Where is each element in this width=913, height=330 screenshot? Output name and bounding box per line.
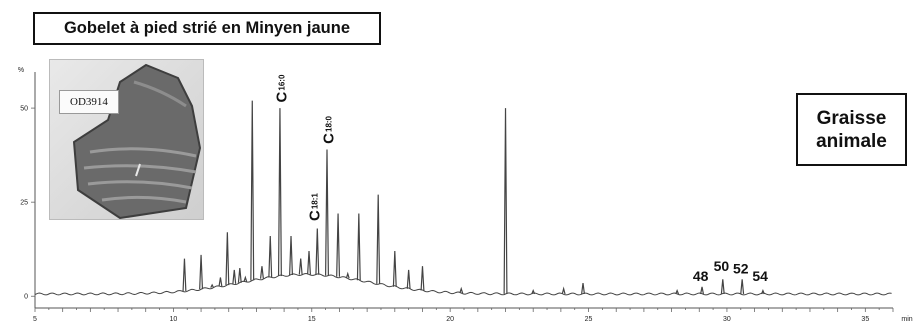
peak [325,149,329,276]
peak [315,228,320,275]
chromatogram-baseline [34,272,892,296]
y-tick-label: 0 [24,294,28,301]
y-unit-label: % [18,67,24,74]
sherd-photo: OD3914 [49,59,204,220]
x-tick-label: 15 [308,316,316,323]
peak [345,271,350,279]
peak [336,213,341,277]
peak [531,289,536,295]
peak [392,251,397,287]
peak-number-label: 54 [752,268,768,284]
lipid-label: C18:0 [320,115,337,143]
peak [218,277,223,287]
lipid-label-text: C18:0 [320,115,337,143]
lipid-label-text: C16:0 [273,74,290,102]
peak [561,286,566,295]
x-unit-label: min [901,316,912,323]
peak [700,286,704,295]
sherd-shape [72,63,202,219]
x-tick-label: 20 [446,316,454,323]
x-tick-label: 10 [169,316,177,323]
sample-id-label: OD3914 [59,90,119,114]
peak [503,108,508,294]
peak [225,232,230,286]
peak [277,108,282,277]
peak-number-label: 52 [733,261,749,277]
peak-layer [182,100,765,295]
peak [581,282,585,295]
label-layer: C16:0 C18:0 C18:1 48 50 52 54 [273,74,768,284]
y-tick-label: 50 [20,106,28,113]
peak [182,258,187,292]
peak [420,266,425,291]
lipid-label: C16:0 [273,74,290,102]
x-tick-label: 25 [585,316,593,323]
sample-title: Gobelet à pied strié en Minyen jaune [63,19,351,37]
residue-note-box: Graisse animale [796,93,907,166]
residue-note: Graisse animale [816,107,887,152]
peak-number-label: 48 [693,268,709,284]
peak [459,286,464,294]
trace-layer [34,272,892,296]
peak [740,279,745,295]
chart-axes: 5 10 15 20 25 30 35 min 0 25 50% [18,67,913,323]
peak [268,236,273,278]
peak [720,279,725,295]
peak [232,269,237,284]
peak [298,258,303,275]
peak [760,289,765,295]
sherd-image [72,63,202,219]
peak [675,289,680,295]
peak [199,254,204,290]
y-tick-label: 25 [20,200,28,207]
lipid-label: C18:1 [307,193,324,221]
peak [210,283,215,288]
peak [237,267,242,283]
peak-number-label: 50 [714,258,730,274]
x-tick-label: 35 [861,316,869,323]
peak [289,236,293,276]
lipid-label-text: C18:1 [307,193,324,221]
peak [243,275,248,282]
peak [250,100,255,281]
peak [406,269,411,289]
x-tick-label: 5 [33,316,37,323]
x-tick-label: 30 [723,316,731,323]
sample-title-box: Gobelet à pied strié en Minyen jaune [33,12,381,45]
peak [307,251,311,275]
peak [376,194,381,284]
peak [356,213,361,281]
sample-id-text: OD3914 [70,96,108,108]
peak [259,266,264,279]
